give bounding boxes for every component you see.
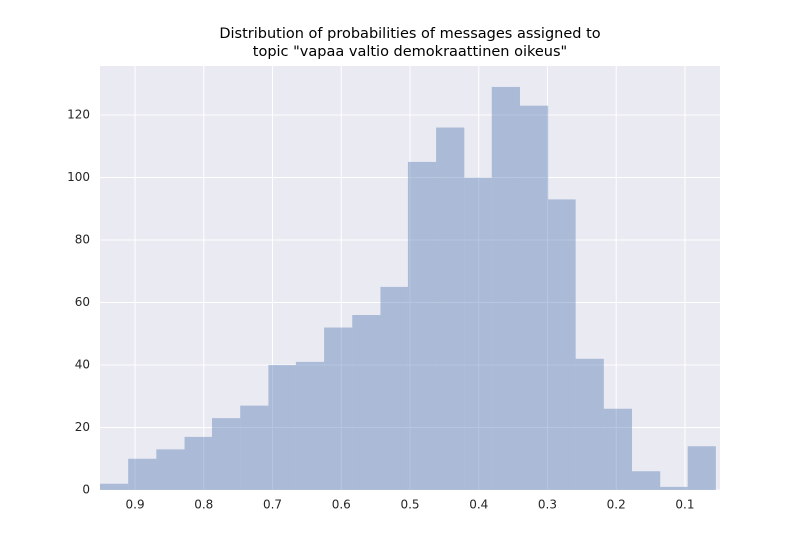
bar	[464, 177, 492, 490]
bar	[128, 458, 157, 490]
bar	[436, 127, 465, 490]
bar	[380, 286, 408, 490]
bar	[548, 199, 576, 490]
bar	[632, 471, 661, 490]
bar	[352, 315, 381, 490]
bar	[519, 105, 549, 491]
bar	[240, 405, 269, 490]
x-tick-label: 0.2	[607, 498, 626, 512]
y-tick-label: 120	[67, 108, 90, 122]
bar	[687, 446, 716, 490]
bar	[491, 86, 520, 490]
bar	[575, 358, 604, 490]
bar	[156, 449, 185, 490]
bar	[603, 408, 633, 490]
y-tick-label: 20	[75, 420, 90, 434]
bar	[324, 327, 353, 490]
y-tick-label: 100	[67, 170, 90, 184]
x-tick-label: 0.3	[538, 498, 557, 512]
chart-title: Distribution of probabilities of message…	[219, 26, 600, 42]
y-tick-label: 60	[75, 295, 90, 309]
x-tick-label: 0.7	[263, 498, 282, 512]
x-tick-label: 0.6	[332, 498, 351, 512]
bar	[268, 365, 296, 490]
chart-title: topic "vapaa valtio demokraattinen oikeu…	[253, 44, 567, 60]
bar	[660, 486, 688, 490]
x-tick-label: 0.9	[126, 498, 145, 512]
bar	[100, 483, 129, 490]
x-tick-label: 0.4	[469, 498, 488, 512]
bar	[295, 361, 325, 490]
y-tick-label: 0	[82, 483, 90, 497]
y-tick-label: 80	[75, 233, 90, 247]
x-tick-label: 0.5	[400, 498, 419, 512]
bar	[212, 418, 241, 490]
y-tick-label: 40	[75, 358, 90, 372]
x-tick-label: 0.8	[194, 498, 213, 512]
bar	[407, 161, 437, 491]
bar	[184, 436, 213, 490]
x-tick-label: 0.1	[675, 498, 694, 512]
